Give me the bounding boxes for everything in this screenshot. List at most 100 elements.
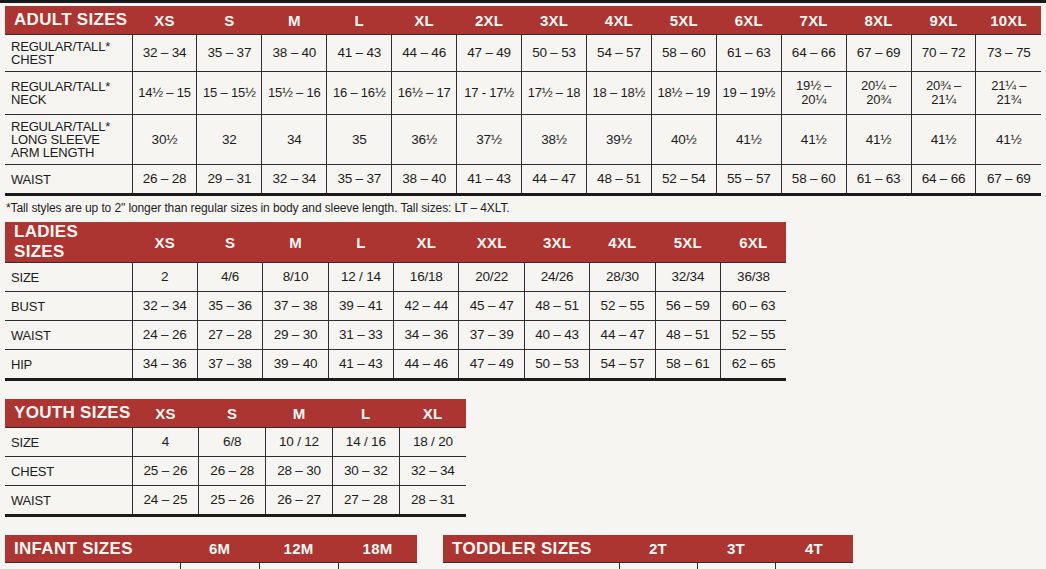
adult-tall-footnote: *Tall styles are up to 2" longer than re… — [6, 201, 1041, 215]
header-row: TODDLER SIZES2T3T4T — [443, 535, 853, 563]
size-cell: 32 – 34 — [132, 292, 197, 321]
column-header: 3XL — [522, 6, 587, 35]
column-header: XS — [132, 399, 199, 428]
size-cell: 4 — [132, 428, 199, 457]
size-cell: 58 – 60 — [651, 35, 716, 72]
size-cell: 44 – 47 — [590, 321, 655, 350]
row-label: CHEST — [5, 457, 132, 486]
row-label: SIZE — [5, 263, 132, 292]
infant-toddler-row: INFANT SIZES6M12M18M(APPROX.) WEIGHT (LB… — [5, 535, 1041, 569]
size-cell: 34 – 36 — [132, 350, 197, 380]
size-cell: 31 – 33 — [328, 321, 393, 350]
column-header: XL — [392, 6, 457, 35]
column-header: 9XL — [911, 6, 976, 35]
size-cell: 36½ — [392, 115, 457, 165]
table-row: BUST32 – 3435 – 3637 – 3839 – 4142 – 444… — [5, 292, 786, 321]
column-header: L — [328, 222, 393, 263]
size-cell: 48 – 51 — [524, 292, 589, 321]
size-cell: 48 – 51 — [586, 165, 651, 195]
size-cell: 36/38 — [721, 263, 786, 292]
size-cell: 2 — [132, 263, 197, 292]
size-cell: 44 – 47 — [522, 165, 587, 195]
size-cell: 54 – 57 — [590, 350, 655, 380]
column-header: 2T — [619, 535, 697, 563]
size-cell: 58 – 60 — [781, 165, 846, 195]
table-row: REGULAR/TALL* CHEST32 – 3435 – 3738 – 40… — [5, 35, 1041, 72]
size-cell: 37 – 38 — [197, 350, 262, 380]
table-title: TODDLER SIZES — [443, 535, 619, 563]
size-cell: 64 – 66 — [911, 165, 976, 195]
header-row: LADIES SIZESXSSMLXLXXL3XL4XL5XL6XL — [5, 222, 786, 263]
table-row: REGULAR/TALL* LONG SLEEVE ARM LENGTH30½3… — [5, 115, 1041, 165]
size-cell: 29 – 33 — [619, 563, 697, 569]
column-header: XL — [399, 399, 466, 428]
size-cell: 41½ — [716, 115, 781, 165]
size-cell: 62 – 65 — [721, 350, 786, 380]
size-cell: 18 – 18½ — [586, 72, 651, 115]
size-cell: 42 – 44 — [394, 292, 459, 321]
column-header: 6XL — [721, 222, 786, 263]
size-cell: 21¼ – 21¾ — [976, 72, 1041, 115]
size-cell: 28/30 — [590, 263, 655, 292]
column-header: 5XL — [655, 222, 720, 263]
column-header: 7XL — [781, 6, 846, 35]
column-header: 18M — [338, 535, 417, 563]
column-header: L — [332, 399, 399, 428]
youth-size-grid: YOUTH SIZESXSSMLXLSIZE46/810 / 1214 / 16… — [5, 399, 466, 517]
size-cell: 29 – 30 — [263, 321, 328, 350]
column-header: L — [327, 6, 392, 35]
size-cell: 16 – 16½ — [327, 72, 392, 115]
size-cell: 60 – 63 — [721, 292, 786, 321]
size-cell: 35 — [327, 115, 392, 165]
size-cell: 38 – 40 — [392, 165, 457, 195]
table-row: SIZE24/68/1012 / 1416/1820/2224/2628/303… — [5, 263, 786, 292]
table-title: ADULT SIZES — [5, 6, 132, 35]
size-cell: 37½ — [457, 115, 522, 165]
row-label: HIP — [5, 350, 132, 380]
size-cell: 41 – 43 — [457, 165, 522, 195]
size-cell: 61 – 63 — [846, 165, 911, 195]
table-row: SIZE46/810 / 1214 / 1618 / 20 — [5, 428, 466, 457]
column-header: XL — [394, 222, 459, 263]
column-header: M — [266, 399, 333, 428]
size-cell: 28 – 31 — [399, 486, 466, 516]
size-cell: 12 / 14 — [328, 263, 393, 292]
size-cell: 40 – 43 — [524, 321, 589, 350]
column-header: 3T — [697, 535, 775, 563]
size-cell: 20¼ – 20¾ — [846, 72, 911, 115]
size-cell: 54 – 57 — [586, 35, 651, 72]
table-title: INFANT SIZES — [5, 535, 180, 563]
table-row: (APPROX.) WEIGHT (LBS)12 – 1717 – 2222 –… — [5, 563, 417, 569]
size-cell: 19 – 19½ — [716, 72, 781, 115]
size-cell: 15 – 15½ — [197, 72, 262, 115]
size-cell: 40½ — [651, 115, 716, 165]
header-row: YOUTH SIZESXSSMLXL — [5, 399, 466, 428]
size-cell: 12 – 17 — [180, 563, 259, 569]
size-cell: 67 – 69 — [846, 35, 911, 72]
row-label: REGULAR/TALL* CHEST — [5, 35, 132, 72]
table-title: LADIES SIZES — [5, 222, 132, 263]
row-label: (APPROX.) WEIGHT (LBS) — [5, 563, 180, 569]
size-cell: 16/18 — [394, 263, 459, 292]
column-header: M — [262, 6, 327, 35]
size-cell: 22 – 27 — [338, 563, 417, 569]
table-row: WAIST24 – 2525 – 2626 – 2727 – 2828 – 31 — [5, 486, 466, 516]
size-cell: 8/10 — [263, 263, 328, 292]
size-cell: 17 - 17½ — [457, 72, 522, 115]
size-cell: 19½ – 20¼ — [781, 72, 846, 115]
size-cell: 37 – 39 — [459, 321, 524, 350]
column-header: S — [197, 6, 262, 35]
size-cell: 17 – 22 — [259, 563, 338, 569]
size-cell: 33 – 36 — [697, 563, 775, 569]
size-cell: 41 – 43 — [327, 35, 392, 72]
column-header: 6XL — [716, 6, 781, 35]
size-cell: 39½ — [586, 115, 651, 165]
column-header: 4XL — [590, 222, 655, 263]
size-cell: 4/6 — [197, 263, 262, 292]
ladies-size-grid: LADIES SIZESXSSMLXLXXL3XL4XL5XL6XLSIZE24… — [5, 222, 786, 381]
size-cell: 41½ — [781, 115, 846, 165]
size-cell: 6/8 — [199, 428, 266, 457]
ladies-sizes-table: LADIES SIZESXSSMLXLXXL3XL4XL5XL6XLSIZE24… — [5, 222, 1041, 381]
size-cell: 14 / 16 — [332, 428, 399, 457]
size-cell: 29 – 31 — [197, 165, 262, 195]
